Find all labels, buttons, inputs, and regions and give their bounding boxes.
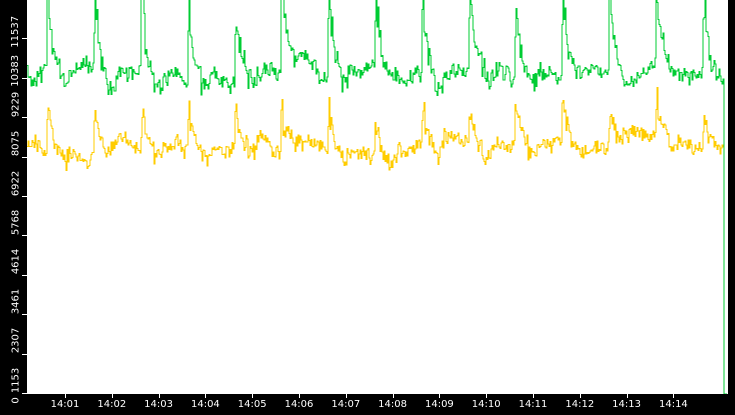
x-axis-tick-label: 14:02 <box>97 399 127 410</box>
x-axis-tick-label: 14:04 <box>190 399 220 410</box>
y-axis-tick-mark <box>22 117 27 119</box>
y-axis-tick-mark <box>22 314 27 316</box>
y-axis-tick-label: 6922 <box>10 170 21 196</box>
y-axis-tick-label: 4614 <box>10 249 21 275</box>
x-axis-tick-mark <box>579 394 581 398</box>
x-axis-tick-mark <box>158 394 160 398</box>
x-axis-tick-label: 14:07 <box>331 399 361 410</box>
x-axis: 14:01 14:02 14:03 14:04 14:05 14:06 14:07 14:08… <box>27 394 728 415</box>
y-axis-tick-label: 8075 <box>10 130 21 157</box>
x-axis-tick-mark <box>252 394 254 398</box>
x-axis-tick-mark <box>626 394 628 398</box>
x-axis-tick-mark <box>392 394 394 398</box>
x-axis-tick-label: 14:09 <box>424 399 454 410</box>
plot-svg <box>27 0 727 394</box>
y-axis-tick-mark <box>22 196 27 198</box>
x-axis-tick-label: 14:10 <box>471 399 501 410</box>
y-axis-tick-mark <box>22 38 27 40</box>
x-axis-tick-mark <box>673 394 675 398</box>
series-line-outbound <box>27 86 727 394</box>
x-axis-tick-mark <box>345 394 347 398</box>
y-axis-tick-mark <box>22 156 27 158</box>
x-axis-tick-label: 14:11 <box>518 399 548 410</box>
x-axis-tick-label: 14:08 <box>378 399 408 410</box>
y-axis-tick-label: 5768 <box>10 209 21 236</box>
y-axis-tick-label: 3461 <box>10 288 21 314</box>
y-axis-tick-mark <box>22 353 27 355</box>
x-axis-tick-label: 14:14 <box>658 399 688 410</box>
x-axis-tick-mark <box>533 394 534 398</box>
y-axis-tick-label: 9229 <box>10 91 21 117</box>
y-axis-tick-mark <box>22 393 27 394</box>
x-axis-tick-mark <box>65 394 66 398</box>
x-axis-tick-label: 14:01 <box>50 399 80 410</box>
y-axis-tick-mark <box>22 235 27 237</box>
y-axis-tick-label: 2307 <box>10 327 21 354</box>
y-axis-tick-label: 10383 <box>10 55 21 88</box>
x-axis-tick-label: 14:06 <box>284 399 314 410</box>
plot-area <box>27 0 728 394</box>
x-axis-tick-mark <box>299 394 300 398</box>
y-axis-tick-mark <box>22 274 27 276</box>
x-axis-tick-mark <box>486 394 488 398</box>
y-axis: 0 1153 2307 3461 4614 5768 6922 8075 9229 10383 11… <box>0 0 27 404</box>
x-axis-tick-label: 14:12 <box>565 399 595 410</box>
x-axis-tick-label: 14:13 <box>612 399 642 410</box>
series-line-inbound <box>27 0 727 394</box>
y-axis-tick-label: 1153 <box>10 367 21 393</box>
y-axis-tick-label: 0 <box>10 397 21 404</box>
y-axis-tick-mark <box>22 77 27 79</box>
y-axis-tick-label: 11537 <box>10 15 21 48</box>
x-axis-tick-label: 14:05 <box>237 399 267 410</box>
x-axis-tick-mark <box>111 394 113 398</box>
x-axis-tick-mark <box>439 394 441 398</box>
x-axis-tick-mark <box>205 394 207 398</box>
x-axis-tick-label: 14:03 <box>144 399 174 410</box>
